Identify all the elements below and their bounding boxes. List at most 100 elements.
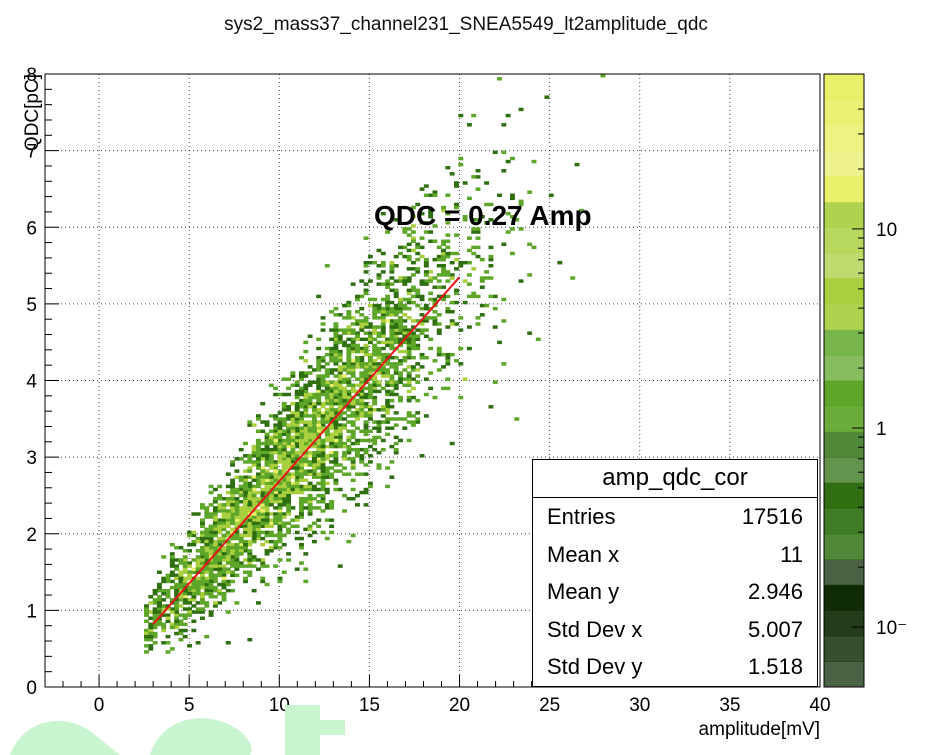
stats-row-std-y: Std Dev y 1.518 xyxy=(533,648,817,686)
heatmap-cell xyxy=(156,622,162,627)
heatmap-cell xyxy=(152,622,158,627)
heatmap-cell xyxy=(290,450,296,455)
heatmap-cell xyxy=(346,447,352,452)
heatmap-cell xyxy=(320,463,326,467)
heatmap-cell xyxy=(247,487,253,492)
heatmap-cell xyxy=(380,368,386,372)
heatmap-cell xyxy=(324,346,330,351)
y-tick-label: 6 xyxy=(26,218,37,239)
heatmap-cell xyxy=(385,408,391,412)
heatmap-cell xyxy=(238,518,244,522)
heatmap-cell xyxy=(398,310,403,314)
heatmap-cell xyxy=(320,450,326,455)
heatmap-cell xyxy=(221,546,227,550)
heatmap-cell xyxy=(260,429,266,434)
heatmap-cell xyxy=(367,355,373,360)
heatmap-cell xyxy=(307,383,313,388)
heatmap-cell xyxy=(423,355,429,360)
heatmap-cell xyxy=(277,423,283,427)
heatmap-cell xyxy=(445,359,451,363)
heatmap-cell xyxy=(415,368,421,372)
heatmap-cell xyxy=(350,398,356,403)
heatmap-cell xyxy=(294,524,300,529)
heatmap-cell xyxy=(475,175,481,179)
heatmap-cell xyxy=(398,438,403,443)
heatmap-cell xyxy=(346,310,352,314)
heatmap-cell xyxy=(346,438,352,443)
heatmap-cell xyxy=(415,303,421,308)
heatmap-cell xyxy=(359,322,365,326)
heatmap-cell xyxy=(410,331,416,335)
heatmap-cell xyxy=(268,457,274,461)
heatmap-cell xyxy=(393,340,399,345)
heatmap-cell xyxy=(398,343,403,348)
heatmap-cell xyxy=(281,570,287,574)
heatmap-cell xyxy=(204,582,210,587)
heatmap-cell xyxy=(225,509,231,513)
heatmap-cell xyxy=(268,496,274,501)
heatmap-cell xyxy=(178,637,184,642)
heatmap-cell xyxy=(144,637,149,642)
heatmap-cell xyxy=(281,512,287,516)
heatmap-cell xyxy=(346,355,352,360)
heatmap-cell xyxy=(316,420,322,424)
heatmap-cell xyxy=(234,555,240,559)
heatmap-cell xyxy=(247,509,253,513)
heatmap-cell xyxy=(363,377,369,381)
heatmap-cell xyxy=(320,530,326,535)
heatmap-cell xyxy=(333,450,339,455)
heatmap-cell xyxy=(441,254,447,259)
heatmap-cell xyxy=(380,352,386,357)
heatmap-cell xyxy=(225,570,231,574)
heatmap-cell xyxy=(393,279,399,283)
heatmap-cell xyxy=(299,426,304,430)
heatmap-cell xyxy=(471,175,477,179)
heatmap-cell xyxy=(406,346,412,351)
heatmap-cell xyxy=(217,524,223,529)
heatmap-cell xyxy=(294,435,300,440)
heatmap-cell xyxy=(268,484,274,489)
heatmap-cell xyxy=(268,503,274,507)
heatmap-cell xyxy=(286,509,292,513)
heatmap-cell xyxy=(329,349,335,354)
heatmap-cell xyxy=(221,598,227,602)
heatmap-cell xyxy=(294,414,300,418)
heatmap-cell xyxy=(419,322,425,326)
heatmap-cell xyxy=(307,500,313,504)
heatmap-cell xyxy=(230,549,236,553)
heatmap-cell xyxy=(148,595,154,599)
heatmap-cell xyxy=(165,576,171,581)
heatmap-cell xyxy=(333,325,339,329)
heatmap-cell xyxy=(221,512,227,516)
heatmap-cell xyxy=(363,472,369,476)
heatmap-cell xyxy=(260,466,266,470)
heatmap-cell xyxy=(337,398,343,403)
heatmap-cell xyxy=(243,546,248,550)
heatmap-cell xyxy=(161,641,167,645)
heatmap-cell xyxy=(454,322,459,326)
heatmap-cell xyxy=(221,591,227,596)
heatmap-cell xyxy=(320,454,326,458)
heatmap-cell xyxy=(204,527,210,532)
heatmap-cell xyxy=(264,533,270,538)
heatmap-cell xyxy=(570,276,576,280)
heatmap-cell xyxy=(367,334,373,338)
heatmap-cell xyxy=(182,591,188,596)
heatmap-cell xyxy=(277,472,283,476)
heatmap-cell xyxy=(398,359,403,363)
heatmap-cell xyxy=(316,368,322,372)
heatmap-cell xyxy=(273,450,279,455)
heatmap-cell xyxy=(161,591,167,596)
heatmap-cell xyxy=(419,245,425,250)
heatmap-cell xyxy=(367,417,373,421)
heatmap-cell xyxy=(208,570,214,574)
heatmap-cell xyxy=(281,487,287,492)
heatmap-cell xyxy=(355,349,360,354)
heatmap-cell xyxy=(268,447,274,452)
heatmap-cell xyxy=(380,374,386,378)
heatmap-cell xyxy=(299,503,304,507)
heatmap-cell xyxy=(329,408,335,412)
heatmap-cell xyxy=(389,260,395,265)
heatmap-cell xyxy=(316,472,322,476)
x-tick-label: 0 xyxy=(94,695,105,716)
